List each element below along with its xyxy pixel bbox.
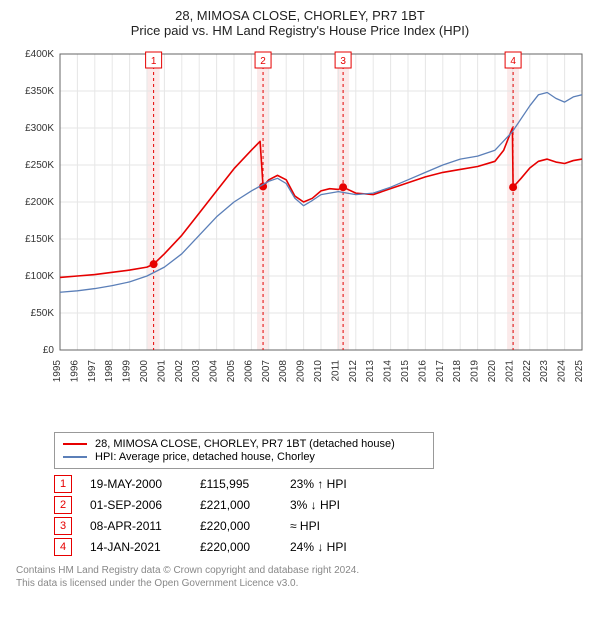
svg-text:2022: 2022 (522, 360, 533, 383)
chart-svg: £0 £50K £100K £150K £200K £250K £300K £350K £400… (12, 44, 588, 424)
svg-text:1999: 1999 (122, 360, 133, 383)
sales-row: 3 08-APR-2011 £220,000 ≈ HPI (54, 517, 588, 535)
svg-text:2005: 2005 (226, 360, 237, 383)
sale-price: £221,000 (200, 498, 290, 512)
legend-row: 28, MIMOSA CLOSE, CHORLEY, PR7 1BT (deta… (63, 438, 425, 450)
svg-text:2020: 2020 (487, 360, 498, 383)
sale-marker: 2 (54, 496, 72, 514)
svg-text:2004: 2004 (209, 360, 220, 383)
svg-text:2003: 2003 (191, 360, 202, 383)
sale-date: 14-JAN-2021 (90, 540, 200, 554)
footer-line2: This data is licensed under the Open Gov… (16, 577, 588, 590)
svg-text:2006: 2006 (243, 360, 254, 383)
svg-text:£350K: £350K (25, 86, 54, 97)
svg-text:2019: 2019 (470, 360, 481, 383)
sale-price: £220,000 (200, 519, 290, 533)
legend-swatch-property (63, 443, 87, 445)
legend-label: 28, MIMOSA CLOSE, CHORLEY, PR7 1BT (deta… (95, 438, 395, 450)
sale-delta: 3% ↓ HPI (290, 498, 400, 512)
chart: £0 £50K £100K £150K £200K £250K £300K £350K £400… (12, 44, 588, 424)
svg-text:2017: 2017 (435, 360, 446, 383)
svg-text:2001: 2001 (156, 360, 167, 383)
svg-text:£200K: £200K (25, 197, 54, 208)
legend: 28, MIMOSA CLOSE, CHORLEY, PR7 1BT (deta… (54, 432, 434, 469)
sale-date: 01-SEP-2006 (90, 498, 200, 512)
svg-text:£300K: £300K (25, 123, 54, 134)
svg-text:2007: 2007 (261, 360, 272, 383)
svg-text:1995: 1995 (52, 360, 63, 383)
svg-text:1998: 1998 (104, 360, 115, 383)
sale-marker: 1 (54, 475, 72, 493)
sale-delta: ≈ HPI (290, 519, 400, 533)
sale-delta: 24% ↓ HPI (290, 540, 400, 554)
svg-text:2015: 2015 (400, 360, 411, 383)
sales-table: 1 19-MAY-2000 £115,995 23% ↑ HPI 2 01-SE… (54, 475, 588, 556)
svg-text:2010: 2010 (313, 360, 324, 383)
svg-text:2023: 2023 (539, 360, 550, 383)
svg-text:£0: £0 (43, 345, 55, 356)
sale-delta: 23% ↑ HPI (290, 477, 400, 491)
sales-row: 1 19-MAY-2000 £115,995 23% ↑ HPI (54, 475, 588, 493)
footer-line1: Contains HM Land Registry data © Crown c… (16, 564, 588, 577)
svg-text:2: 2 (260, 56, 266, 67)
svg-text:1997: 1997 (87, 360, 98, 383)
svg-text:2013: 2013 (365, 360, 376, 383)
svg-text:2011: 2011 (330, 360, 341, 382)
svg-text:£400K: £400K (25, 49, 54, 60)
title-subtitle: Price paid vs. HM Land Registry's House … (12, 23, 588, 38)
sale-price: £115,995 (200, 477, 290, 491)
sales-row: 2 01-SEP-2006 £221,000 3% ↓ HPI (54, 496, 588, 514)
svg-text:2025: 2025 (574, 360, 585, 383)
sales-row: 4 14-JAN-2021 £220,000 24% ↓ HPI (54, 538, 588, 556)
svg-text:2009: 2009 (296, 360, 307, 383)
legend-label: HPI: Average price, detached house, Chor… (95, 451, 315, 463)
title-address: 28, MIMOSA CLOSE, CHORLEY, PR7 1BT (12, 8, 588, 23)
sale-date: 19-MAY-2000 (90, 477, 200, 491)
svg-text:1996: 1996 (69, 360, 80, 383)
sale-date: 08-APR-2011 (90, 519, 200, 533)
svg-text:1: 1 (151, 56, 157, 67)
svg-text:2012: 2012 (348, 360, 359, 383)
chart-container: 28, MIMOSA CLOSE, CHORLEY, PR7 1BT Price… (0, 0, 600, 596)
svg-text:2021: 2021 (504, 360, 515, 383)
svg-text:2000: 2000 (139, 360, 150, 383)
svg-text:2024: 2024 (557, 360, 568, 383)
svg-text:£250K: £250K (25, 160, 54, 171)
sale-marker: 3 (54, 517, 72, 535)
svg-text:£50K: £50K (31, 308, 55, 319)
sale-marker: 4 (54, 538, 72, 556)
svg-text:2002: 2002 (174, 360, 185, 383)
footer: Contains HM Land Registry data © Crown c… (16, 564, 588, 590)
svg-text:4: 4 (510, 56, 516, 67)
sale-price: £220,000 (200, 540, 290, 554)
svg-text:2008: 2008 (278, 360, 289, 383)
svg-text:3: 3 (340, 56, 346, 67)
svg-text:£150K: £150K (25, 234, 54, 245)
legend-swatch-hpi (63, 456, 87, 458)
svg-text:£100K: £100K (25, 271, 54, 282)
svg-text:2018: 2018 (452, 360, 463, 383)
legend-row: HPI: Average price, detached house, Chor… (63, 451, 425, 463)
svg-text:2014: 2014 (383, 360, 394, 383)
svg-text:2016: 2016 (417, 360, 428, 383)
